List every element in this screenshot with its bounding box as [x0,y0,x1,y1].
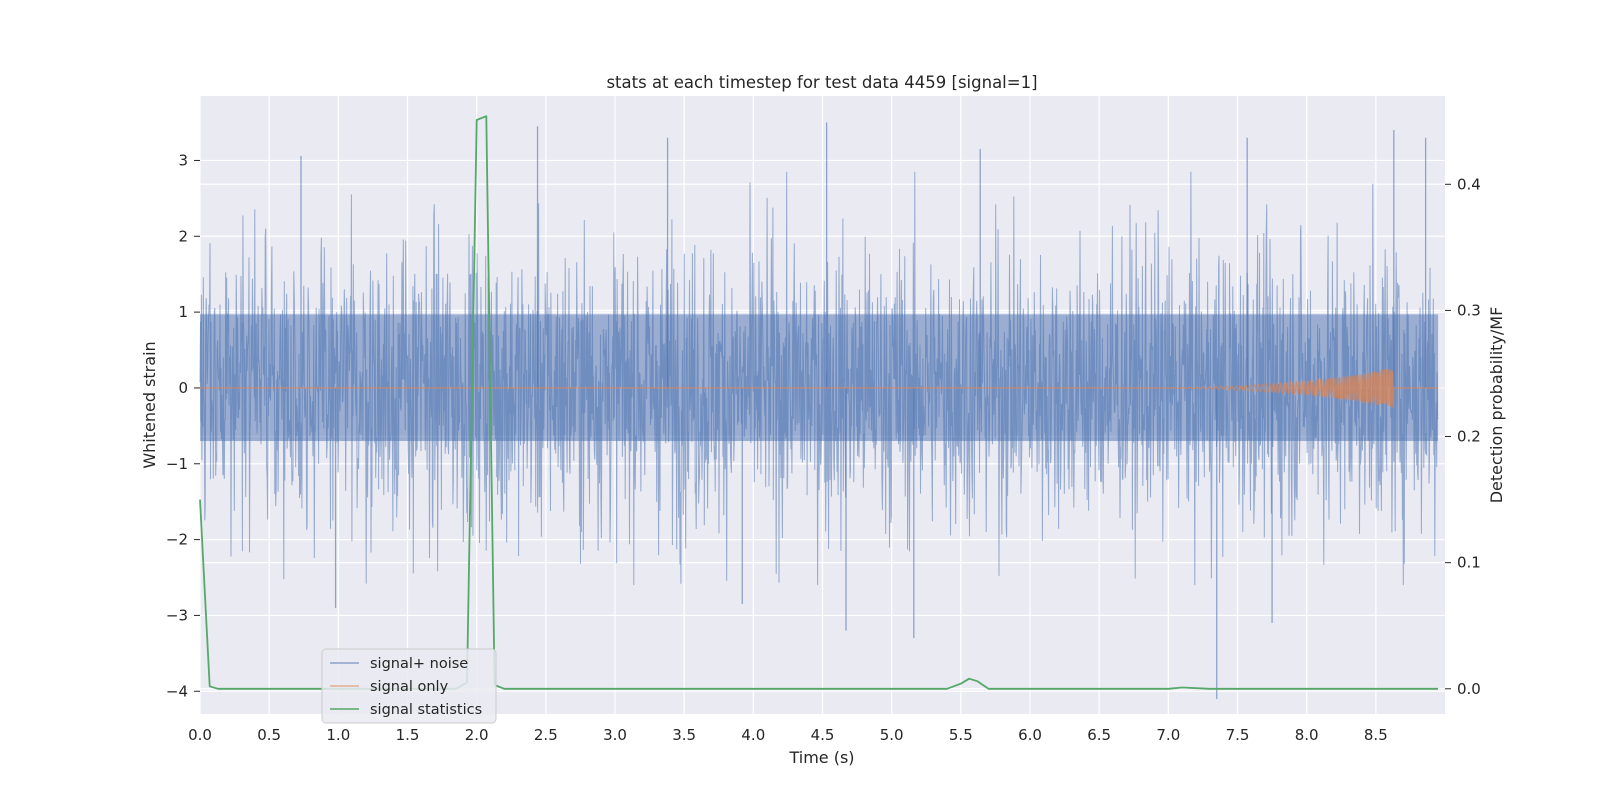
y2-tick-label: 0.3 [1457,301,1481,319]
y-tick-label: 0 [178,379,188,397]
x-tick-label: 4.0 [741,726,765,744]
x-tick-label: 3.5 [672,726,696,744]
x-tick-label: 8.5 [1364,726,1388,744]
signal-only-line [200,368,1439,409]
chart-title: stats at each timestep for test data 445… [606,73,1037,92]
x-tick-label: 2.5 [534,726,558,744]
y-tick-label: 1 [178,303,188,321]
x-tick-label: 7.0 [1156,726,1180,744]
y2-axis-ticks: 0.4 0.3 0.2 0.1 0.0 [1445,175,1481,698]
y-tick-label: −1 [166,455,188,473]
x-tick-label: 5.0 [880,726,904,744]
x-tick-label: 6.5 [1087,726,1111,744]
x-tick-label: 6.0 [1018,726,1042,744]
x-tick-label: 7.5 [1226,726,1250,744]
x-tick-label: 3.0 [603,726,627,744]
x-tick-label: 2.0 [465,726,489,744]
x-tick-label: 1.5 [396,726,420,744]
x-axis-title: Time (s) [788,748,854,767]
x-tick-label: 0.0 [188,726,212,744]
y-axis-title: Whitened strain [140,341,159,468]
x-tick-label: 4.5 [811,726,835,744]
y2-tick-label: 0.4 [1457,175,1481,193]
signal-noise-series [199,122,1439,699]
y-axis-ticks: 3 2 1 0 −1 −2 −3 −4 [166,151,200,700]
y2-axis-title: Detection probability/MF [1487,307,1506,504]
legend-label-signal-statistics: signal statistics [370,702,482,718]
legend-box [321,648,497,724]
x-axis-ticks: 0.0 0.5 1.0 1.5 2.0 2.5 3.0 3.5 4.0 4.5 5.0 5.5 6.0 6… [188,726,1388,744]
x-tick-label: 8.0 [1295,726,1319,744]
signal-noise-core-band [200,314,1439,442]
y2-tick-label: 0.2 [1457,428,1481,446]
y-tick-label: −3 [166,606,188,624]
y2-tick-label: 0.1 [1457,554,1481,572]
legend-label-signal-noise: signal+ noise [370,656,468,672]
y-tick-label: −4 [166,682,188,700]
y-tick-label: −2 [166,531,188,549]
y-tick-label: 2 [178,227,188,245]
y-tick-label: 3 [178,151,188,169]
y2-tick-label: 0.0 [1457,680,1481,698]
x-tick-label: 0.5 [257,726,281,744]
signal-only-series [200,368,1439,409]
legend-label-signal-only: signal only [370,679,449,695]
x-tick-label: 5.5 [949,726,973,744]
x-tick-label: 1.0 [326,726,350,744]
legend: signal+ noise signal only signal statist… [321,648,497,724]
